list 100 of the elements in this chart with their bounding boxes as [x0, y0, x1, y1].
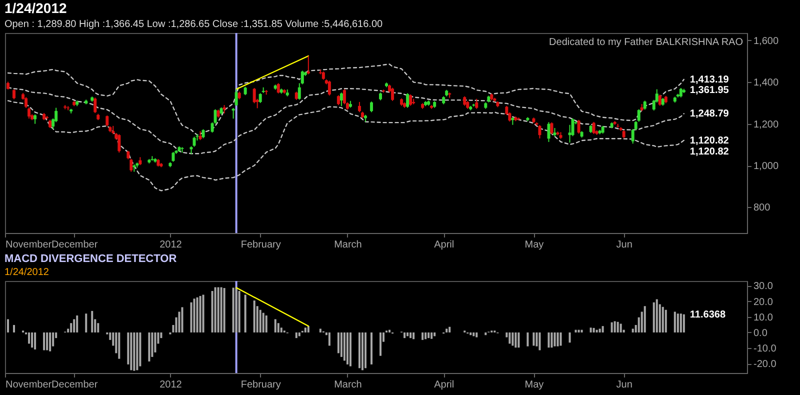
candlestick: [106, 115, 109, 127]
bar: [616, 322, 619, 332]
bar: [470, 332, 472, 336]
x-tick-label: May: [524, 240, 544, 250]
annotation: Dedicated to my Father BALKRISHNA RAO: [549, 37, 744, 48]
y-tick-label: 0.0: [754, 328, 768, 339]
bar: [680, 314, 682, 332]
candlestick: [409, 94, 412, 106]
candlestick: [391, 87, 394, 102]
bar: [472, 332, 475, 336]
chart-title: MACD DIVERGENCE DETECTOR: [4, 253, 177, 265]
bar: [181, 307, 184, 332]
bar: [610, 322, 613, 332]
bar: [244, 294, 246, 332]
candlestick: [328, 80, 331, 96]
candlestick: [463, 96, 466, 106]
bar: [406, 332, 409, 336]
bar: [46, 332, 48, 350]
x-tick-label: Jun: [616, 380, 632, 390]
bar: [193, 298, 196, 332]
bar: [34, 332, 36, 350]
bar: [199, 296, 202, 332]
candlestick: [679, 88, 682, 98]
annotation: 1,361.95: [690, 85, 730, 96]
bar: [676, 314, 679, 332]
bar: [578, 330, 580, 332]
bar: [349, 332, 352, 366]
candlestick: [28, 107, 31, 120]
bar: [139, 332, 142, 366]
x-tick-label: December: [52, 240, 98, 250]
candlestick: [252, 88, 256, 104]
bar: [133, 332, 136, 371]
y-tick-label: 800: [754, 202, 771, 214]
candlestick: [577, 119, 580, 134]
bar: [682, 314, 685, 332]
candlestick: [550, 122, 554, 135]
candlestick: [24, 96, 28, 108]
line-series: [7, 86, 685, 154]
bar: [337, 332, 340, 354]
candlestick: [637, 108, 640, 122]
bar: [428, 332, 430, 338]
bar: [274, 319, 276, 332]
bar: [223, 288, 226, 332]
bar: [346, 332, 348, 364]
bar: [556, 332, 559, 346]
bar: [532, 332, 535, 346]
bar: [598, 328, 601, 332]
bar: [118, 332, 120, 359]
candlestick: [306, 55, 310, 75]
bar: [91, 310, 94, 332]
candlestick: [232, 108, 235, 120]
x-tick-label: April: [434, 240, 454, 250]
candlestick: [234, 88, 238, 106]
candlestick: [370, 101, 373, 113]
bar: [550, 332, 553, 348]
bar: [97, 323, 100, 332]
bar: [211, 290, 214, 332]
candlestick: [192, 136, 196, 148]
bar: [652, 302, 655, 332]
bar: [484, 332, 487, 336]
annotation: 1,248.79: [690, 108, 730, 120]
bar: [253, 300, 256, 332]
bar: [298, 332, 300, 336]
bar: [424, 332, 427, 340]
bar: [361, 332, 364, 370]
annotation: 1,413.19: [690, 74, 730, 86]
y-tick-label: -20.0: [754, 359, 777, 370]
candlestick: [12, 88, 16, 100]
candlestick: [258, 92, 262, 104]
x-tick-label: 2012: [160, 240, 182, 250]
bar: [364, 332, 366, 368]
bar: [518, 332, 520, 348]
x-tick-label: 2012: [160, 380, 182, 390]
candlestick: [631, 128, 634, 144]
x-tick-label: March: [334, 380, 362, 390]
x-tick-label: April: [434, 380, 454, 390]
bar: [592, 328, 595, 332]
bar: [404, 332, 406, 338]
bar: [410, 332, 412, 338]
candlestick: [94, 97, 97, 114]
bar: [343, 332, 346, 361]
y-tick-label: 1,000: [754, 161, 779, 172]
chart-subtitle: 1/24/2012: [4, 267, 50, 278]
bar: [196, 297, 198, 332]
y-tick-label: 30.0: [754, 281, 774, 292]
bar: [70, 323, 72, 332]
bar: [217, 287, 220, 332]
candlestick: [592, 121, 596, 135]
bar: [448, 326, 451, 332]
x-tick-label: May: [524, 380, 544, 390]
candlestick: [547, 122, 550, 142]
bar: [28, 332, 30, 344]
x-tick-label: February: [240, 380, 281, 390]
bar: [358, 332, 360, 368]
bar: [596, 330, 598, 332]
bar: [43, 332, 46, 350]
bar: [319, 328, 322, 332]
x-tick-label: Jun: [616, 240, 632, 250]
line-series: [7, 64, 685, 136]
bar: [340, 332, 342, 357]
